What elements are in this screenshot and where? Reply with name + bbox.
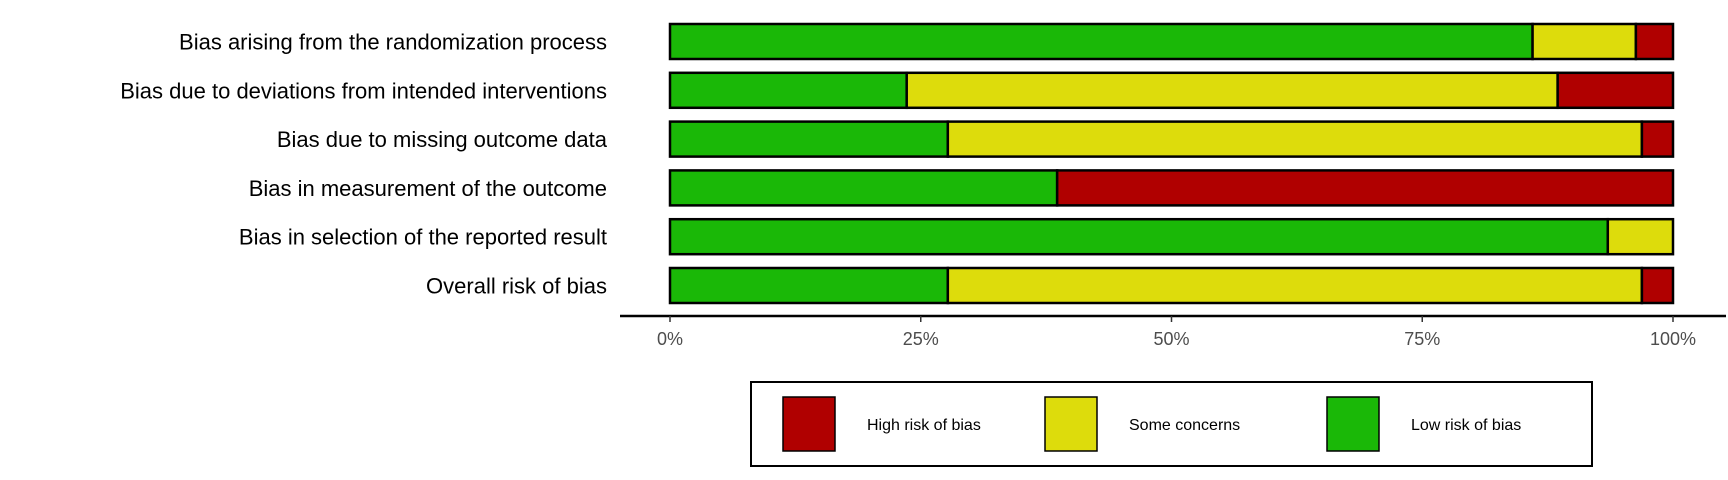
legend-box (750, 381, 1593, 467)
legend-swatch (1326, 396, 1380, 452)
bar-segment-some-concerns (946, 120, 1644, 158)
y-axis-label: Overall risk of bias (426, 274, 607, 299)
bar-segment-low-risk-of-bias (668, 120, 950, 158)
y-axis-label: Bias due to missing outcome data (277, 127, 608, 152)
bar-segment-low-risk-of-bias (668, 169, 1059, 207)
bar-segment-some-concerns (1531, 22, 1638, 61)
bar-segment-low-risk-of-bias (668, 22, 1534, 61)
x-tick-label: 75% (1404, 329, 1440, 349)
bar-segment-low-risk-of-bias (668, 217, 1610, 256)
x-tick-label: 25% (903, 329, 939, 349)
bar-segment-low-risk-of-bias (668, 71, 908, 110)
x-tick-label: 0% (657, 329, 683, 349)
bar-segment-high-risk-of-bias (1640, 266, 1675, 305)
y-axis-label: Bias in selection of the reported result (239, 225, 607, 250)
y-axis-label: Bias arising from the randomization proc… (179, 30, 607, 55)
legend-label: Low risk of bias (1411, 417, 1521, 434)
bar-segment-some-concerns (1606, 217, 1675, 256)
bar-segment-some-concerns (946, 266, 1644, 305)
legend-swatch (782, 396, 836, 452)
bar-segment-high-risk-of-bias (1055, 169, 1675, 207)
legend-label: High risk of bias (867, 417, 981, 434)
x-tick-label: 100% (1650, 329, 1696, 349)
bar-segment-high-risk-of-bias (1634, 22, 1675, 61)
legend-label: Some concerns (1129, 417, 1240, 434)
legend-swatch (1044, 396, 1098, 452)
y-axis-label: Bias due to deviations from intended int… (120, 78, 607, 103)
bar-segment-high-risk-of-bias (1640, 120, 1675, 158)
bar-segment-high-risk-of-bias (1556, 71, 1675, 110)
y-axis-label: Bias in measurement of the outcome (249, 176, 607, 201)
bar-segment-some-concerns (905, 71, 1559, 110)
bar-segment-low-risk-of-bias (668, 266, 950, 305)
x-tick-label: 50% (1153, 329, 1189, 349)
